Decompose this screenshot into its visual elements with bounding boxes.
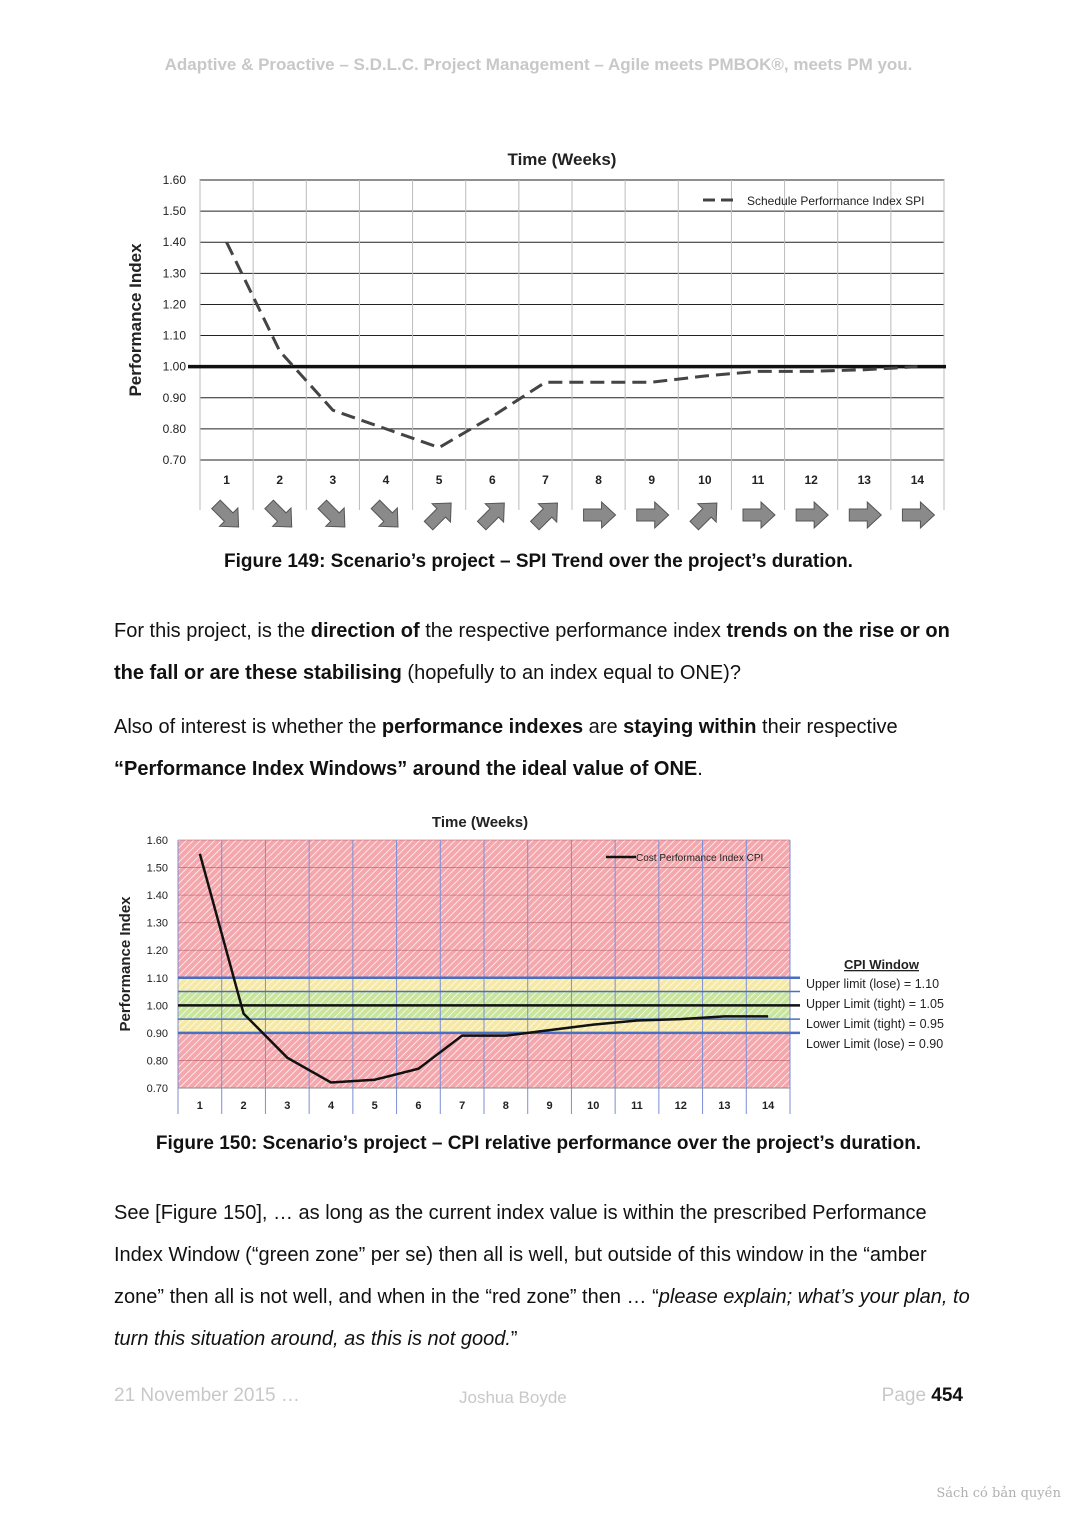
footer-page: Page 454 — [881, 1385, 963, 1406]
y-tick-label: 0.80 — [163, 422, 187, 436]
y-tick-label: 1.40 — [163, 235, 187, 249]
y-tick-label: 1.50 — [163, 204, 187, 218]
paragraph-zones: See [Figure 150], … as long as the curre… — [114, 1202, 970, 1350]
y-tick-label: 1.20 — [147, 945, 168, 957]
legend-label: Schedule Performance Index SPI — [747, 194, 924, 208]
x-tick-label: 8 — [503, 1100, 509, 1112]
spi-trend-chart: 0.70 0.80 0.90 1.00 1.10 1.20 1.30 1.40 1.50 1.60… — [126, 150, 946, 531]
x-tick-label: 14 — [762, 1100, 775, 1112]
x-tick-label: 5 — [372, 1100, 378, 1112]
y-tick-label: 1.30 — [163, 266, 187, 280]
y-tick-label: 1.30 — [147, 918, 168, 930]
x-tick-label: 4 — [328, 1100, 335, 1112]
chart-title: Time (Weeks) — [508, 150, 617, 169]
trend-arrow-icon — [583, 500, 617, 530]
watermark: Sách có bản quyền — [936, 1486, 1061, 1501]
running-header: Adaptive & Proactive – S.D.L.C. Project … — [164, 55, 913, 74]
x-tick-label: 11 — [631, 1100, 643, 1112]
x-tick-label: 7 — [542, 473, 549, 487]
y-tick-label: 1.40 — [147, 890, 168, 902]
y-tick-label: 1.10 — [147, 973, 168, 985]
figure-150-caption: Figure 150: Scenario’s project – CPI rel… — [155, 1133, 922, 1154]
x-tick-label: 13 — [718, 1100, 730, 1112]
y-tick-label: 1.50 — [147, 863, 168, 875]
x-tick-label: 1 — [197, 1100, 203, 1112]
x-tick-label: 11 — [752, 473, 765, 487]
trend-arrow-icon — [901, 500, 936, 530]
x-tick-label: 14 — [911, 473, 925, 487]
trend-arrow-icon — [742, 500, 776, 530]
x-tick-label: 9 — [547, 1100, 553, 1112]
footer-date: 21 November 2015 … — [114, 1385, 300, 1406]
y-tick-label: 1.00 — [163, 360, 187, 374]
x-tick-label: 6 — [415, 1100, 421, 1112]
trend-arrow-icon — [423, 502, 452, 531]
spi-series-line — [225, 241, 918, 450]
y-tick-label: 0.90 — [147, 1028, 168, 1040]
x-tick-label: 1 — [223, 473, 230, 487]
x-tick-label: 3 — [330, 473, 337, 487]
trend-arrow-icon — [636, 500, 670, 530]
y-tick-label: 0.70 — [147, 1083, 168, 1095]
paragraph-direction: For this project, is the direction of th… — [114, 620, 950, 684]
trend-arrow-icon — [317, 499, 346, 528]
x-tick-label: 9 — [648, 473, 655, 487]
trend-arrow-icon — [264, 499, 293, 528]
figure-149-caption: Figure 149: Scenario’s project – SPI Tre… — [224, 551, 853, 572]
y-tick-label: 1.10 — [163, 329, 187, 343]
y-tick-label: 1.20 — [163, 297, 187, 311]
x-tick-label: 12 — [804, 473, 818, 487]
trend-arrow-icon — [848, 500, 883, 530]
x-tick-label: 10 — [587, 1100, 599, 1112]
x-tick-label: 2 — [276, 473, 283, 487]
x-tick-label: 5 — [436, 473, 443, 487]
x-tick-label: 8 — [595, 473, 602, 487]
cpi-window-limit: Upper limit (lose) = 1.10 — [806, 977, 939, 991]
trend-arrow-icon — [529, 502, 558, 531]
y-tick-label: 0.90 — [163, 391, 187, 405]
x-tick-label: 12 — [675, 1100, 687, 1112]
trend-arrow-icon — [211, 499, 240, 528]
y-tick-label: 0.70 — [163, 453, 187, 467]
trend-arrow-icon — [370, 499, 399, 528]
x-tick-label: 13 — [858, 473, 872, 487]
y-tick-label: 1.60 — [147, 835, 168, 847]
x-tick-label: 4 — [383, 473, 390, 487]
trend-arrow-icon — [476, 502, 505, 531]
cpi-series-line — [198, 853, 769, 1084]
y-axis-label: Performance Index — [126, 243, 145, 397]
cpi-window-chart: 0.70 0.80 0.90 1.00 1.10 1.20 1.30 1.40 1.50 1.60… — [117, 814, 944, 1114]
y-tick-label: 1.00 — [147, 1000, 168, 1012]
x-tick-label: 10 — [698, 473, 712, 487]
cpi-window-title: CPI Window — [844, 957, 920, 972]
cpi-window-limit: Lower Limit (lose) = 0.90 — [806, 1037, 943, 1051]
chart-title: Time (Weeks) — [432, 814, 528, 831]
y-axis-label: Performance Index — [117, 896, 134, 1032]
x-tick-label: 7 — [459, 1100, 465, 1112]
trend-arrow-icon — [689, 502, 718, 531]
cpi-window-limit: Upper Limit (tight) = 1.05 — [806, 997, 944, 1011]
page-number: 454 — [931, 1385, 963, 1406]
paragraph-windows: Also of interest is whether the performa… — [114, 716, 898, 780]
y-tick-label: 0.80 — [147, 1055, 168, 1067]
legend-label: Cost Performance Index CPI — [636, 853, 763, 864]
y-tick-label: 1.60 — [163, 173, 187, 187]
footer-author: Joshua Boyde — [459, 1388, 567, 1407]
x-tick-label: 3 — [284, 1100, 290, 1112]
x-tick-label: 6 — [489, 473, 496, 487]
trend-arrow-icon — [795, 500, 829, 530]
x-tick-label: 2 — [241, 1100, 247, 1112]
cpi-window-limit: Lower Limit (tight) = 0.95 — [806, 1017, 944, 1031]
